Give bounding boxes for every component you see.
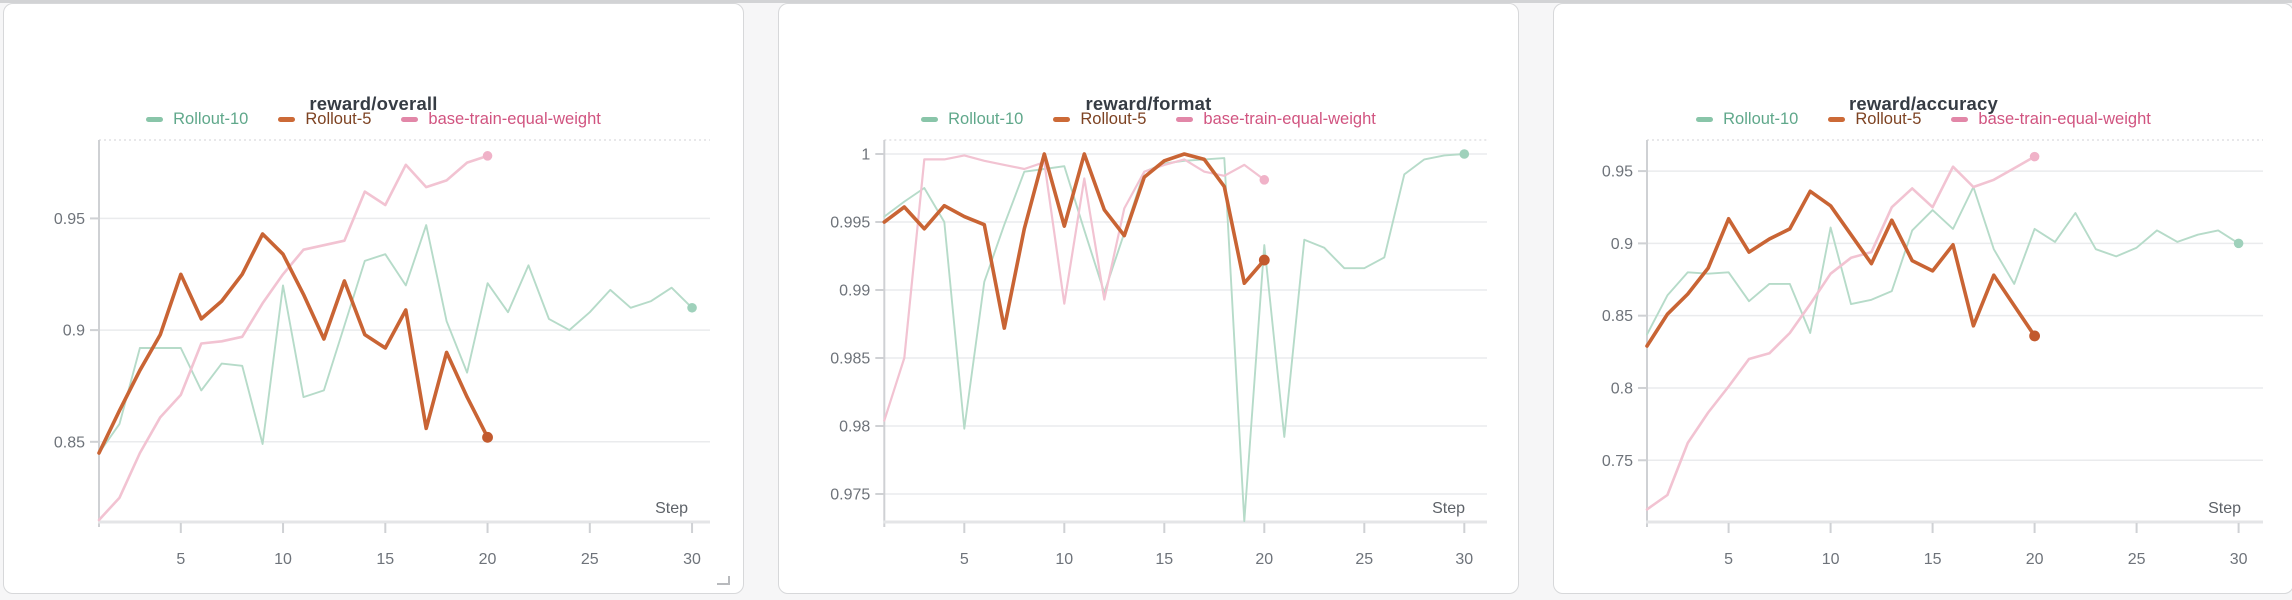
chart-title: reward/accuracy bbox=[1848, 93, 1999, 115]
legend-dash-icon bbox=[1951, 117, 1969, 122]
series-line-Rollout-5 bbox=[97, 232, 490, 455]
legend-dash-icon bbox=[278, 117, 296, 122]
series-line-Rollout-10 bbox=[98, 224, 693, 454]
x-tick-label: 30 bbox=[683, 551, 701, 568]
legend-item-Rollout-10[interactable]: Rollout-10 bbox=[921, 110, 1023, 129]
x-tick-label: 25 bbox=[581, 551, 599, 568]
legend-dash-icon bbox=[1053, 117, 1071, 122]
legend-item-Rollout-10[interactable]: Rollout-10 bbox=[146, 110, 248, 129]
x-tick-label: 5 bbox=[1724, 551, 1733, 568]
x-tick-label: 10 bbox=[1822, 551, 1840, 568]
legend-item-Rollout-5[interactable]: Rollout-5 bbox=[1828, 110, 1921, 129]
top-divider bbox=[0, 0, 2292, 3]
x-tick-label: 15 bbox=[1155, 551, 1173, 568]
x-tick-label: 20 bbox=[2026, 551, 2044, 568]
series-line-base-train-equal-weight bbox=[97, 154, 489, 522]
legend-label: Rollout-10 bbox=[1723, 110, 1799, 128]
chart-panel-reward-format: 0.975 0.98 0.985 0.99 0.995 1 5 10 15 20 25 30 Step … bbox=[778, 3, 1519, 594]
y-tick-label: 1 bbox=[861, 147, 870, 164]
legend-label: Rollout-5 bbox=[305, 110, 372, 128]
legend-item-base-train-equal-weight[interactable]: base-train-equal-weight bbox=[1951, 110, 2151, 129]
legend-label: Rollout-10 bbox=[173, 110, 249, 128]
legend: Rollout-10 Rollout-5 base-train-equal-weig… bbox=[779, 110, 1518, 129]
final-point-dot-Rollout-5 bbox=[1258, 254, 1270, 266]
final-point-dot-base-train-equal-weight bbox=[1259, 175, 1270, 185]
legend: Rollout-10 Rollout-5 base-train-equal-weig… bbox=[4, 110, 743, 129]
y-tick-label: 0.9 bbox=[63, 323, 85, 340]
legend-label: base-train-equal-weight bbox=[1978, 110, 2151, 128]
legend-dash-icon bbox=[921, 117, 939, 122]
charts-row: 0.85 0.9 0.95 5 10 15 20 25 30 Step reward/overal… bbox=[0, 3, 2292, 597]
x-tick-label: 10 bbox=[274, 551, 292, 568]
legend-item-Rollout-10[interactable]: Rollout-10 bbox=[1696, 110, 1798, 129]
x-axis-label: Step bbox=[1432, 500, 1465, 517]
y-tick-label: 0.985 bbox=[830, 350, 870, 367]
x-tick-label: 25 bbox=[2128, 551, 2146, 568]
series-line-Rollout-10 bbox=[883, 153, 1466, 523]
x-tick-label: 15 bbox=[1924, 551, 1942, 568]
chart-panel-reward-overall: 0.85 0.9 0.95 5 10 15 20 25 30 Step reward/overal… bbox=[3, 3, 744, 594]
plot-area-reward-accuracy[interactable]: 0.75 0.8 0.85 0.9 0.95 5 10 15 20 25 30 Step bbox=[1554, 4, 2292, 592]
final-point-dot-Rollout-10 bbox=[687, 302, 697, 313]
x-tick-label: 30 bbox=[2230, 551, 2248, 568]
y-tick-label: 0.975 bbox=[830, 486, 870, 503]
y-tick-label: 0.95 bbox=[1602, 164, 1633, 181]
x-axis-label: Step bbox=[2208, 500, 2241, 517]
y-tick-label: 0.95 bbox=[54, 211, 85, 228]
series-line-Rollout-10 bbox=[1646, 186, 2240, 336]
x-axis-label: Step bbox=[655, 500, 688, 517]
final-point-dot-Rollout-10 bbox=[2233, 238, 2244, 249]
legend-dash-icon bbox=[1176, 117, 1194, 122]
chart-title: reward/overall bbox=[309, 93, 438, 115]
series-line-Rollout-5 bbox=[882, 152, 1267, 330]
resize-handle-icon[interactable] bbox=[717, 576, 730, 585]
x-tick-label: 5 bbox=[960, 551, 969, 568]
x-tick-label: 25 bbox=[1355, 551, 1373, 568]
series-line-base-train-equal-weight bbox=[1645, 155, 2036, 511]
legend-dash-icon bbox=[146, 117, 164, 122]
y-tick-label: 0.995 bbox=[830, 215, 870, 232]
legend-dash-icon bbox=[401, 117, 419, 122]
legend-dash-icon bbox=[1696, 117, 1714, 122]
x-tick-label: 20 bbox=[1255, 551, 1273, 568]
legend-label: base-train-equal-weight bbox=[428, 110, 601, 128]
series-line-Rollout-5 bbox=[1645, 189, 2037, 348]
legend-label: Rollout-10 bbox=[948, 110, 1024, 128]
y-tick-label: 0.85 bbox=[1602, 308, 1633, 325]
x-tick-label: 5 bbox=[176, 551, 185, 568]
final-point-dot-base-train-equal-weight bbox=[2029, 151, 2040, 162]
chart-title: reward/format bbox=[1085, 93, 1212, 115]
plot-area-reward-overall[interactable]: 0.85 0.9 0.95 5 10 15 20 25 30 Step bbox=[4, 4, 742, 592]
x-tick-label: 20 bbox=[479, 551, 497, 568]
y-tick-label: 0.9 bbox=[1611, 236, 1633, 253]
legend-label: Rollout-5 bbox=[1080, 110, 1147, 128]
y-tick-label: 0.75 bbox=[1602, 453, 1633, 470]
final-point-dot-base-train-equal-weight bbox=[482, 151, 493, 161]
legend-item-Rollout-5[interactable]: Rollout-5 bbox=[278, 110, 371, 129]
legend-item-base-train-equal-weight[interactable]: base-train-equal-weight bbox=[1176, 110, 1376, 129]
x-tick-label: 10 bbox=[1055, 551, 1073, 568]
y-tick-label: 0.98 bbox=[839, 418, 870, 435]
y-tick-label: 0.99 bbox=[839, 282, 870, 299]
legend-label: base-train-equal-weight bbox=[1203, 110, 1376, 128]
series-line-base-train-equal-weight bbox=[883, 154, 1266, 422]
y-tick-label: 0.8 bbox=[1611, 380, 1633, 397]
final-point-dot-Rollout-10 bbox=[1459, 149, 1470, 159]
x-tick-label: 30 bbox=[1455, 551, 1473, 568]
legend: Rollout-10 Rollout-5 base-train-equal-weig… bbox=[1554, 110, 2292, 129]
legend-item-base-train-equal-weight[interactable]: base-train-equal-weight bbox=[401, 110, 601, 129]
final-point-dot-Rollout-5 bbox=[2029, 330, 2040, 342]
chart-panel-reward-accuracy: 0.75 0.8 0.85 0.9 0.95 5 10 15 20 25 30 Step reward… bbox=[1553, 3, 2292, 594]
legend-dash-icon bbox=[1828, 117, 1846, 122]
x-tick-label: 15 bbox=[376, 551, 394, 568]
y-tick-label: 0.85 bbox=[54, 434, 85, 451]
legend-item-Rollout-5[interactable]: Rollout-5 bbox=[1053, 110, 1146, 129]
legend-label: Rollout-5 bbox=[1855, 110, 1922, 128]
final-point-dot-Rollout-5 bbox=[482, 431, 493, 443]
